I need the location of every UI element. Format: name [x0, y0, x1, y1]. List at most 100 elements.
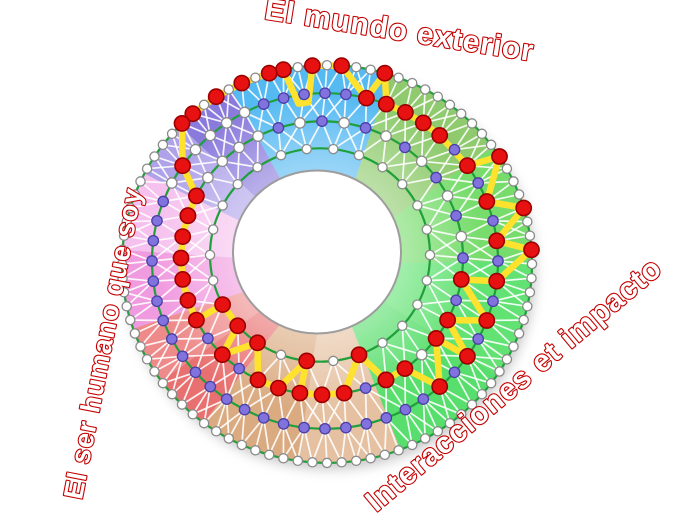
nodes-layer: [116, 57, 540, 469]
node-red: [174, 228, 192, 245]
node-white: [275, 349, 287, 361]
mesh-line: [126, 280, 154, 307]
node-white: [508, 176, 519, 187]
node-red: [187, 187, 205, 205]
center-hole-layer: [232, 169, 402, 335]
node-white: [263, 449, 275, 461]
mesh-line: [332, 127, 367, 150]
node-red: [229, 317, 247, 335]
node-red: [431, 126, 449, 144]
node-red: [249, 334, 266, 352]
node-white: [233, 141, 245, 154]
mesh-line: [171, 356, 184, 395]
mesh-line: [422, 399, 427, 439]
mesh-line: [422, 398, 439, 432]
mesh-line: [240, 409, 246, 445]
node-white: [141, 354, 153, 365]
mesh-line: [435, 176, 479, 184]
node-violet: [316, 115, 328, 128]
node-white: [328, 355, 339, 367]
mesh-line: [262, 417, 271, 455]
mesh-line: [153, 338, 173, 372]
node-white: [397, 320, 408, 332]
node-red: [515, 199, 533, 217]
node-white: [129, 328, 141, 339]
node-violet: [360, 418, 373, 430]
mesh-line: [203, 386, 212, 424]
node-white: [338, 117, 350, 129]
node-white: [275, 149, 287, 161]
node-white: [141, 163, 153, 174]
node-red: [439, 311, 456, 329]
node-violet: [340, 88, 352, 101]
node-red: [452, 270, 470, 288]
mesh-line: [426, 257, 464, 282]
node-white: [117, 272, 128, 284]
node-white: [513, 189, 525, 200]
mesh-line: [321, 93, 347, 122]
node-violet: [340, 421, 352, 434]
node-violet: [277, 418, 290, 430]
node-violet: [220, 393, 233, 405]
node-white: [406, 439, 418, 451]
node-white: [217, 200, 228, 211]
center-hole: [232, 169, 402, 335]
mesh-line: [222, 160, 258, 169]
node-white: [485, 139, 497, 151]
node-white: [116, 258, 128, 270]
node-white: [336, 457, 347, 468]
node-white: [522, 216, 533, 227]
node-violet: [492, 255, 504, 267]
node-white: [149, 366, 160, 377]
node-violet: [298, 421, 310, 434]
node-red: [269, 379, 287, 397]
node-violet: [157, 195, 170, 208]
node-violet: [257, 412, 270, 424]
mesh-line: [422, 398, 451, 424]
node-white: [135, 176, 146, 187]
node-violet: [457, 252, 469, 264]
node-white: [117, 244, 128, 256]
node-white: [476, 128, 488, 140]
node-white: [444, 99, 456, 111]
node-white: [232, 178, 243, 190]
node-red: [427, 329, 445, 347]
mesh-line: [236, 147, 240, 185]
mesh-line: [426, 195, 449, 230]
mesh-line: [277, 127, 308, 150]
node-red: [335, 384, 353, 402]
node-white: [207, 275, 219, 286]
node-white: [236, 439, 248, 451]
node-white: [379, 449, 391, 461]
node-white: [501, 354, 513, 365]
node-violet: [151, 214, 163, 227]
mesh-line: [478, 180, 514, 184]
node-violet: [238, 403, 251, 416]
node-red: [179, 207, 197, 225]
node-white: [365, 453, 376, 464]
mesh-line: [282, 427, 305, 459]
node-violet: [176, 350, 189, 363]
mesh-line: [147, 355, 183, 361]
node-white: [252, 161, 263, 173]
node-violet: [147, 275, 160, 288]
node-white: [166, 128, 178, 140]
mesh-line: [454, 143, 492, 151]
node-white: [189, 143, 202, 156]
mesh-line: [404, 409, 414, 446]
node-white: [328, 143, 339, 155]
node-red: [458, 347, 476, 365]
node-white: [508, 341, 519, 352]
node-white: [176, 399, 188, 410]
mesh-line: [343, 122, 360, 156]
mesh-line: [382, 160, 422, 169]
mesh-line: [492, 291, 531, 303]
node-red: [187, 311, 205, 329]
node-white: [406, 77, 418, 89]
node-white: [204, 129, 217, 142]
node-red: [291, 384, 309, 402]
node-white: [412, 299, 423, 310]
node-white: [250, 72, 261, 83]
mesh-line: [417, 204, 457, 217]
mesh-line: [385, 417, 413, 446]
